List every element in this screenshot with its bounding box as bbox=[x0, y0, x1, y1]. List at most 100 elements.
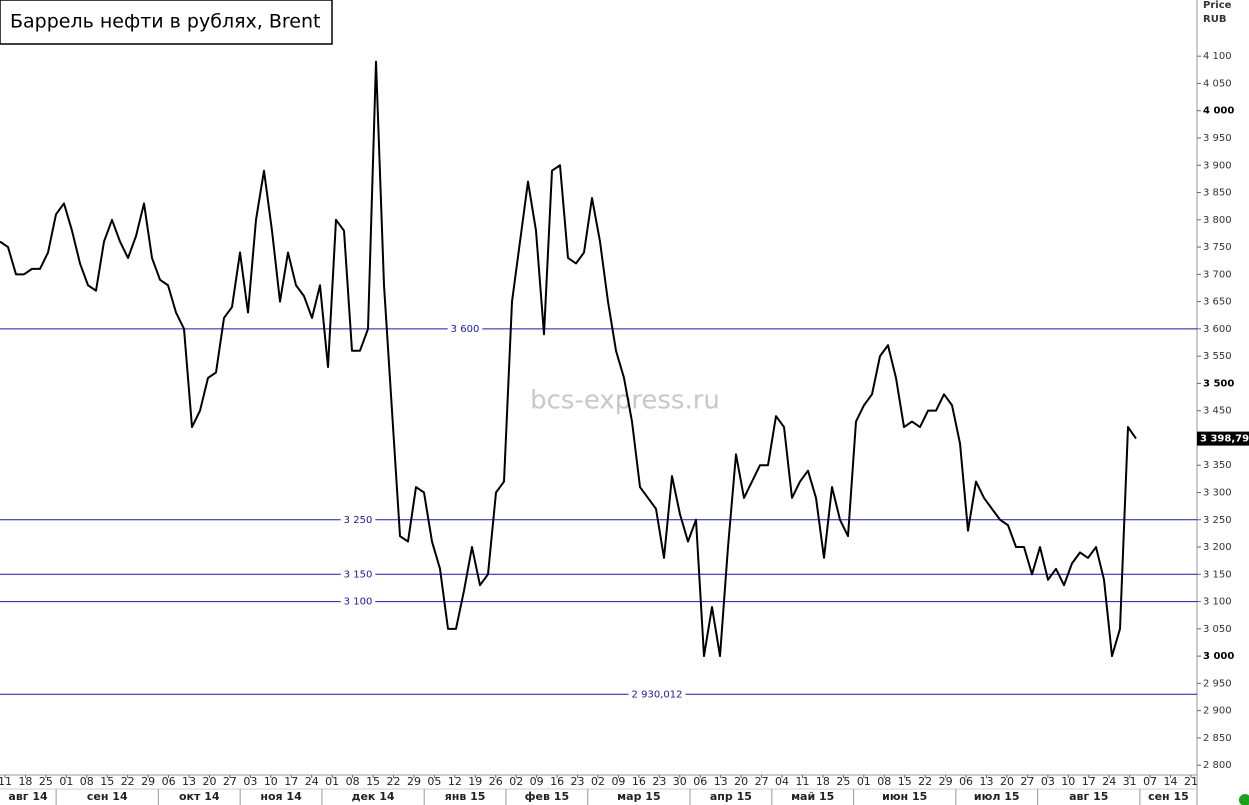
x-month-label: апр 15 bbox=[710, 790, 752, 803]
x-tick-label: 24 bbox=[305, 775, 319, 788]
x-month-label: янв 15 bbox=[445, 790, 486, 803]
y-tick-label: 4 000 bbox=[1203, 106, 1234, 117]
y-tick-label: 3 650 bbox=[1203, 297, 1232, 308]
y-tick-label: 3 050 bbox=[1203, 624, 1232, 635]
x-tick-label: 03 bbox=[243, 775, 257, 788]
y-tick-label: 3 500 bbox=[1203, 378, 1234, 389]
y-tick-label: 2 950 bbox=[1203, 678, 1232, 689]
level-label-bg bbox=[340, 596, 376, 608]
x-tick-label: 16 bbox=[550, 775, 564, 788]
level-label: 3 100 bbox=[344, 597, 373, 608]
x-tick-label: 23 bbox=[652, 775, 666, 788]
x-tick-label: 22 bbox=[918, 775, 932, 788]
x-tick-label: 05 bbox=[427, 775, 441, 788]
x-tick-label: 22 bbox=[121, 775, 135, 788]
x-month-label: фев 15 bbox=[525, 790, 569, 803]
level-label-bg bbox=[340, 569, 376, 581]
x-tick-label: 02 bbox=[509, 775, 523, 788]
x-tick-label: 18 bbox=[18, 775, 32, 788]
y-tick-label: 3 150 bbox=[1203, 569, 1232, 580]
x-tick-label: 06 bbox=[959, 775, 973, 788]
x-tick-label: 29 bbox=[407, 775, 421, 788]
x-tick-label: 20 bbox=[202, 775, 216, 788]
x-month-label: дек 14 bbox=[352, 790, 395, 803]
x-tick-label: 09 bbox=[530, 775, 544, 788]
x-tick-label: 11 bbox=[0, 775, 12, 788]
x-tick-label: 24 bbox=[1102, 775, 1116, 788]
level-label: 2 930,012 bbox=[632, 689, 683, 700]
y-tick-label: 3 350 bbox=[1203, 460, 1232, 471]
x-tick-label: 27 bbox=[1020, 775, 1034, 788]
x-tick-label: 13 bbox=[980, 775, 994, 788]
x-tick-label: 04 bbox=[775, 775, 789, 788]
y-tick-label: 3 200 bbox=[1203, 542, 1232, 553]
x-tick-label: 22 bbox=[387, 775, 401, 788]
level-label-bg bbox=[340, 514, 376, 526]
x-tick-label: 25 bbox=[39, 775, 53, 788]
y-tick-label: 2 900 bbox=[1203, 706, 1232, 717]
last-price-label: 3 398,795 bbox=[1200, 434, 1249, 445]
x-tick-label: 31 bbox=[1123, 775, 1137, 788]
x-tick-label: 20 bbox=[1000, 775, 1014, 788]
x-tick-label: 19 bbox=[468, 775, 482, 788]
y-tick-label: 3 700 bbox=[1203, 269, 1232, 280]
price-line bbox=[0, 60, 1137, 658]
x-tick-label: 16 bbox=[632, 775, 646, 788]
y-tick-label: 3 850 bbox=[1203, 188, 1232, 199]
x-tick-label: 14 bbox=[1164, 775, 1178, 788]
x-tick-label: 21 bbox=[1184, 775, 1198, 788]
y-tick-label: 3 800 bbox=[1203, 215, 1232, 226]
x-tick-label: 17 bbox=[284, 775, 298, 788]
x-month-label: авг 15 bbox=[1069, 790, 1108, 803]
x-tick-label: 17 bbox=[1082, 775, 1096, 788]
plot: 3 600 3 250 3 150 3 100 2 930,012 bbox=[0, 60, 1197, 701]
x-tick-label: 29 bbox=[939, 775, 953, 788]
y-tick-label: 3 600 bbox=[1203, 324, 1232, 335]
x-tick-label: 03 bbox=[1041, 775, 1055, 788]
y-tick-label: 3 950 bbox=[1203, 133, 1232, 144]
y-tick-label: 3 300 bbox=[1203, 487, 1232, 498]
x-tick-label: 08 bbox=[346, 775, 360, 788]
last-price-box bbox=[1197, 431, 1249, 446]
x-tick-label: 08 bbox=[80, 775, 94, 788]
x-tick-label: 13 bbox=[714, 775, 728, 788]
level-label-bg bbox=[628, 689, 686, 701]
y-tick-label: 4 100 bbox=[1203, 51, 1232, 62]
level-label: 3 250 bbox=[344, 515, 373, 526]
x-tick-label: 08 bbox=[877, 775, 891, 788]
y-tick-label: 3 000 bbox=[1203, 651, 1234, 662]
x-tick-label: 27 bbox=[223, 775, 237, 788]
x-tick-label: 09 bbox=[611, 775, 625, 788]
x-month-label: авг 14 bbox=[8, 790, 48, 803]
x-tick-label: 13 bbox=[182, 775, 196, 788]
x-month-label: сен 15 bbox=[1148, 790, 1189, 803]
chart-title: Баррель нефти в рублях, Brent bbox=[10, 11, 320, 33]
y-tick-label: 4 050 bbox=[1203, 78, 1232, 89]
x-month-label: ноя 14 bbox=[260, 790, 302, 803]
level-label-bg bbox=[447, 323, 483, 335]
x-tick-label: 02 bbox=[591, 775, 605, 788]
x-tick-label: 01 bbox=[325, 775, 339, 788]
y-tick-label: 3 100 bbox=[1203, 597, 1232, 608]
y-axis-label: Price bbox=[1203, 0, 1232, 11]
x-tick-label: 15 bbox=[898, 775, 912, 788]
x-tick-label: 01 bbox=[59, 775, 73, 788]
x-tick-label: 07 bbox=[1143, 775, 1157, 788]
y-axis-label: RUB bbox=[1203, 14, 1226, 25]
y-tick-label: 2 850 bbox=[1203, 733, 1232, 744]
x-tick-label: 27 bbox=[755, 775, 769, 788]
y-tick-label: 3 550 bbox=[1203, 351, 1232, 362]
x-month-label: мар 15 bbox=[617, 790, 660, 803]
x-tick-label: 15 bbox=[366, 775, 380, 788]
x-tick-label: 10 bbox=[1061, 775, 1075, 788]
x-tick-label: 20 bbox=[734, 775, 748, 788]
x-tick-label: 29 bbox=[141, 775, 155, 788]
x-tick-label: 06 bbox=[162, 775, 176, 788]
x-month-label: июн 15 bbox=[882, 790, 927, 803]
x-tick-label: 01 bbox=[857, 775, 871, 788]
x-tick-label: 30 bbox=[673, 775, 687, 788]
x-month-label: сен 14 bbox=[87, 790, 128, 803]
